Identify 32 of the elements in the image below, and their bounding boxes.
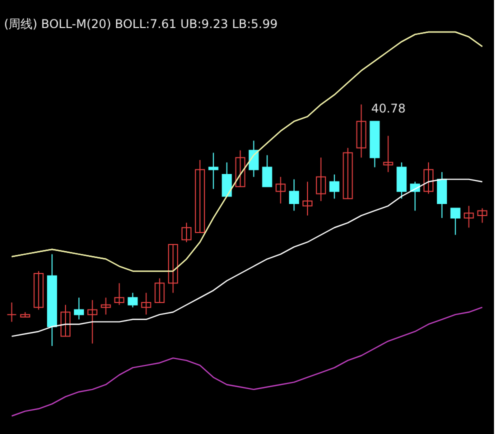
candlestick [168,244,178,294]
candlestick [114,282,124,306]
candlestick [208,152,218,190]
candlestick [235,150,246,188]
candlestick [87,300,98,344]
candlestick [154,278,165,303]
candlestick [383,135,394,173]
candlestick [289,178,300,212]
annotation: 40.78 [371,101,406,116]
candlestick [450,208,460,236]
candlestick [262,154,272,188]
candlestick [182,222,192,243]
candlestick [342,147,353,200]
candlestick [141,292,152,316]
candlestick [329,174,340,200]
candlestick [464,205,474,228]
candlestick [6,302,17,322]
candlestick [222,162,232,197]
candlestick [477,208,488,224]
candlestick [316,157,326,202]
candlestick [194,160,205,233]
candlestick [128,292,138,308]
candlestick [248,140,259,178]
candlestick [356,104,366,158]
candlestick [302,181,312,216]
chart-title: (周线) BOLL-M(20) BOLL:7.61 UB:9.23 LB:5.99 [4,17,278,31]
candlestick [100,297,111,316]
candlestick [34,270,44,310]
candlestick [424,162,434,194]
candlestick [276,176,286,204]
candlestick [74,297,84,320]
candlestick [60,304,70,337]
